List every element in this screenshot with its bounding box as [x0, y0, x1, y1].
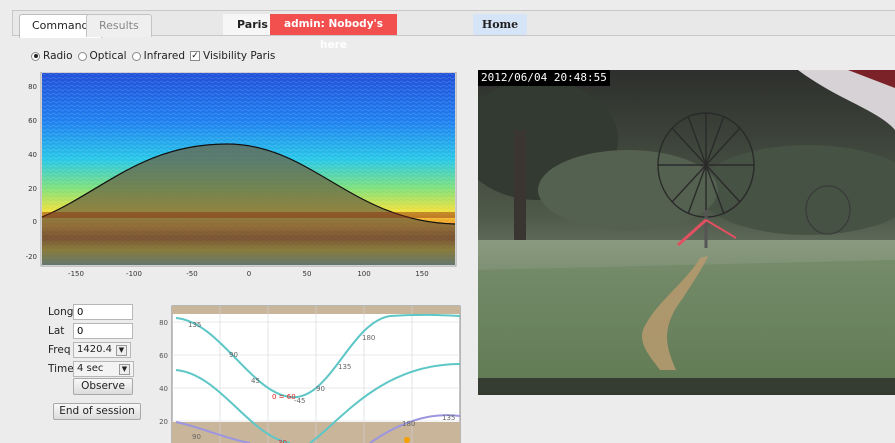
webcam-image — [478, 70, 895, 395]
skymap-x-tick: 100 — [357, 270, 370, 278]
plot-curve-label: 90 — [192, 433, 201, 441]
long-label: Long — [48, 306, 74, 318]
skymap-x-tick: -100 — [126, 270, 142, 278]
visibility-checkbox[interactable]: ✓ — [190, 51, 201, 61]
skymap-x-tick: -150 — [68, 270, 84, 278]
plot-curve-label: 90 — [316, 385, 325, 393]
chevron-down-icon: ▼ — [116, 344, 127, 356]
skymap-y-tick: 20 — [28, 185, 37, 193]
skymap-y-tick: 80 — [28, 83, 37, 91]
plot-curve-label: 180 — [362, 334, 375, 342]
freq-value: 1420.4 — [77, 344, 112, 355]
infrared-mode-radio[interactable] — [131, 51, 141, 61]
tab-results[interactable]: Results — [86, 14, 152, 37]
plot-curve-label: 30 — [278, 439, 287, 443]
freq-row: Freq 1420.4 ▼ — [48, 342, 131, 358]
radio-mode-label: Radio — [43, 50, 73, 62]
skymap-x-tick: 50 — [303, 270, 312, 278]
webcam-timestamp: 2012/06/04 20:48:55 — [478, 70, 610, 86]
skymap-x-tick: 0 — [247, 270, 251, 278]
lat-row: Lat — [48, 323, 133, 339]
freq-select[interactable]: 1420.4 ▼ — [73, 342, 131, 358]
admin-status-badge: admin: Nobody's here — [270, 14, 397, 51]
visibility-label: Visibility Paris — [203, 50, 276, 62]
skymap-y-tick: -20 — [26, 253, 37, 261]
radio-sky-map[interactable]: 80 60 40 20 0 -20 -150 -100 -50 0 50 100… — [22, 72, 458, 282]
infrared-mode-label: Infrared — [143, 50, 186, 62]
chevron-down-icon: ▼ — [119, 363, 130, 375]
plot-curve-label: 135 — [188, 321, 201, 329]
optical-mode-radio[interactable] — [77, 51, 87, 61]
skymap-y-tick: 60 — [28, 117, 37, 125]
lat-label: Lat — [48, 325, 65, 337]
home-button[interactable]: Home — [473, 14, 527, 35]
plot-curve-label: 45 — [251, 377, 260, 385]
time-label: Time — [48, 363, 74, 375]
location-label: Paris — [223, 14, 282, 35]
skymap-y-tick: 0 — [33, 218, 37, 226]
top-tab-bar: Command Results Paris admin: Nobody's he… — [12, 10, 895, 51]
plot-y-tick: 20 — [159, 418, 168, 426]
radio-mode-radio[interactable] — [31, 51, 40, 61]
end-session-button[interactable]: End of session — [53, 403, 141, 420]
plot-curve-label: 0 = 60 — [272, 393, 296, 401]
lat-input[interactable] — [73, 323, 133, 339]
visibility-plot: 80 60 40 20 135 90 45 90 135 180 -45 0 =… — [159, 305, 461, 443]
time-select[interactable]: 4 sec ▼ — [73, 361, 134, 377]
sun-marker-icon — [404, 437, 410, 443]
plot-curve-label: 135 — [338, 363, 351, 371]
skymap-x-tick: -50 — [186, 270, 197, 278]
plot-curve-label: 135 — [442, 414, 455, 422]
observe-button[interactable]: Observe — [73, 378, 133, 395]
plot-y-tick: 80 — [159, 319, 168, 327]
plot-y-tick: 40 — [159, 385, 168, 393]
plot-y-tick: 60 — [159, 352, 168, 360]
skymap-y-tick: 40 — [28, 151, 37, 159]
long-row: Long — [48, 304, 133, 320]
skymap-x-tick: 150 — [415, 270, 428, 278]
time-value: 4 sec — [77, 363, 104, 374]
freq-label: Freq — [48, 344, 71, 356]
time-row: Time 4 sec ▼ — [48, 361, 134, 377]
plot-curve-label: 90 — [229, 351, 238, 359]
plot-curve-label: -45 — [294, 397, 305, 405]
plot-curve-label: 180 — [402, 420, 415, 428]
observation-mode-options: Radio Optical Infrared ✓ Visibility Pari… — [31, 49, 280, 63]
optical-mode-label: Optical — [89, 50, 127, 62]
long-input[interactable] — [73, 304, 133, 320]
